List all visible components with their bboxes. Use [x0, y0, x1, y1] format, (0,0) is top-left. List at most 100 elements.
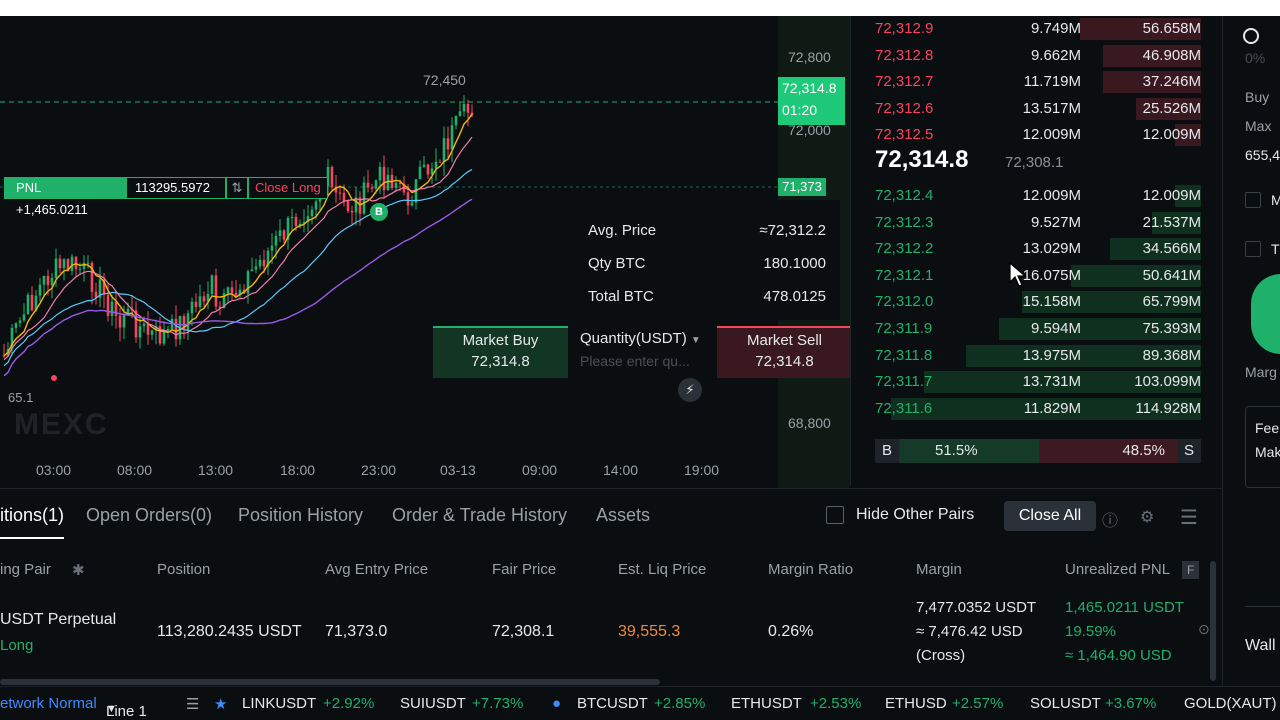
- ticker-symbol[interactable]: SUIUSDT: [400, 695, 466, 712]
- star-icon[interactable]: ★: [214, 696, 228, 713]
- horizontal-scrollbar[interactable]: [0, 679, 660, 685]
- trading-app: 72,800 72,000 68,800 03:00 08:00 13:00 1…: [0, 16, 1280, 720]
- candle-body: [10, 327, 14, 350]
- pnl-percent: 19.59%: [1065, 623, 1116, 640]
- bid-row[interactable]: 72,312.3 9.527M 21.537M: [851, 210, 1201, 236]
- reverse-icon[interactable]: ⇅: [226, 177, 248, 199]
- lightning-icon[interactable]: ⚡: [678, 378, 702, 402]
- option-checkbox[interactable]: [1245, 241, 1261, 257]
- ask-row[interactable]: 72,312.6 13.517M 25.526M: [851, 96, 1201, 122]
- ask-row[interactable]: 72,312.9 9.749M 56.658M: [851, 16, 1201, 42]
- order-total: 12.009M: [1142, 126, 1201, 144]
- close-long-button[interactable]: Close Long: [248, 177, 328, 199]
- hide-other-pairs-toggle[interactable]: Hide Other Pairs: [826, 506, 974, 524]
- position-pair[interactable]: USDT Perpetual: [0, 611, 117, 628]
- candle-body: [262, 259, 266, 267]
- tab-assets[interactable]: Assets: [596, 505, 651, 525]
- chevron-down-icon[interactable]: ▼: [690, 335, 701, 346]
- hide-other-pairs-checkbox[interactable]: [826, 506, 844, 524]
- leverage-slider-knob[interactable]: [1243, 28, 1259, 44]
- ticker-symbol[interactable]: LINKUSDT: [242, 695, 317, 712]
- candle-body: [346, 201, 350, 211]
- candle-body: [378, 166, 382, 181]
- pin-icon[interactable]: ✱: [72, 562, 85, 579]
- quantity-label[interactable]: Quantity(USDT) ▼: [580, 330, 701, 347]
- open-long-button[interactable]: [1251, 274, 1280, 354]
- mouse-cursor-icon: [1009, 262, 1027, 287]
- order-qty: 13.029M: [1022, 240, 1081, 258]
- position-line-bar[interactable]: PNL +1,465.0211 113295.5972 ⇅ Close Long: [4, 177, 328, 217]
- candle-body: [194, 301, 198, 307]
- depth-bar: [1175, 185, 1201, 207]
- quantity-input[interactable]: Please enter qu...: [580, 353, 690, 369]
- candle-body: [422, 164, 426, 167]
- candle-body: [298, 223, 302, 227]
- margin-mode[interactable]: (Cross): [916, 647, 966, 664]
- bid-row[interactable]: 72,312.0 15.158M 65.799M: [851, 289, 1201, 315]
- ticker-bar: etwork Normal Line 1 ▼ ☰ ★ LINKUSDT +2.9…: [0, 686, 1280, 720]
- tab-order-trade-history[interactable]: Order & Trade History: [392, 505, 568, 525]
- candle-body: [34, 295, 38, 311]
- ma-line: [3, 198, 473, 377]
- ticker-symbol[interactable]: BTCUSDT: [577, 695, 648, 712]
- candle-body: [278, 230, 282, 236]
- ask-row[interactable]: 72,312.8 9.662M 46.908M: [851, 43, 1201, 69]
- order-price: 72,312.0: [875, 293, 934, 311]
- quick-trade-info: Avg. Price ≈72,312.2 Qty BTC 180.1000 To…: [570, 200, 840, 320]
- market-sell-button[interactable]: Market Sell 72,314.8: [717, 326, 852, 378]
- candle-body: [90, 262, 94, 292]
- bid-row[interactable]: 72,311.8 13.975M 89.368M: [851, 343, 1201, 369]
- ticker-change: +2.92%: [323, 695, 375, 712]
- bid-row[interactable]: 72,312.1 16.075M 50.641M: [851, 263, 1201, 289]
- candle-body: [54, 258, 58, 278]
- order-total: 37.246M: [1142, 73, 1201, 91]
- x-axis-label: 13:00: [198, 462, 234, 478]
- order-form-panel: 0% Buy Max 655,4 M T Marg Fee Mak Wall: [1222, 16, 1280, 720]
- bid-row[interactable]: 72,311.9 9.594M 75.393M: [851, 316, 1201, 342]
- ticker-symbol[interactable]: GOLD(XAUT): [1184, 695, 1277, 712]
- ticker-symbol[interactable]: SOLUSDT: [1030, 695, 1101, 712]
- position-side: Long: [0, 637, 34, 654]
- pnl-label: PNL +1,465.0211: [4, 177, 126, 217]
- bid-row[interactable]: 72,311.7 13.731M 103.099M: [851, 369, 1201, 395]
- close-all-button[interactable]: Close All: [1004, 501, 1096, 531]
- ask-row[interactable]: 72,312.5 12.009M 12.009M: [851, 122, 1201, 148]
- info-icon[interactable]: ⓘ: [1102, 513, 1119, 530]
- candle-body: [162, 330, 166, 344]
- menu-icon[interactable]: ☰: [186, 696, 200, 713]
- ticker-symbol[interactable]: ETHUSD: [885, 695, 947, 712]
- candle-body: [386, 174, 390, 191]
- order-qty: 12.009M: [1022, 126, 1081, 144]
- order-qty: 9.749M: [1030, 20, 1081, 37]
- share-icon[interactable]: ⊙: [1198, 621, 1210, 637]
- candle-body: [66, 259, 70, 271]
- tab-open-orders[interactable]: Open Orders(0): [86, 505, 213, 525]
- hide-other-pairs-label: Hide Other Pairs: [856, 506, 975, 523]
- y-axis-label: 72,000: [788, 122, 831, 138]
- market-sell-price: 72,314.8: [755, 353, 814, 370]
- tab-positions[interactable]: itions(1): [0, 505, 65, 525]
- quantity-field[interactable]: Quantity(USDT) ▼ Please enter qu...: [568, 326, 717, 378]
- order-qty: 13.517M: [1022, 99, 1081, 117]
- order-total: 25.526M: [1142, 99, 1201, 117]
- bid-row[interactable]: 72,312.4 12.009M 12.009M: [851, 183, 1201, 209]
- depth-bar: [1071, 264, 1201, 287]
- tab-position-history[interactable]: Position History: [238, 505, 364, 525]
- ticker-symbol[interactable]: ETHUSDT: [731, 695, 802, 712]
- settings-icon[interactable]: ⚙: [1140, 509, 1155, 526]
- sell-ratio-value: 48.5%: [1039, 439, 1177, 463]
- option-checkbox[interactable]: [1245, 192, 1261, 208]
- candle-body: [286, 217, 290, 240]
- candle-body: [418, 166, 422, 180]
- menu-icon[interactable]: ☰: [1180, 507, 1198, 529]
- vertical-scrollbar[interactable]: [1210, 561, 1216, 681]
- bid-row[interactable]: 72,312.2 13.029M 34.566M: [851, 236, 1201, 262]
- market-buy-button[interactable]: Market Buy 72,314.8: [433, 326, 568, 378]
- ask-row[interactable]: 72,312.7 11.719M 37.246M: [851, 69, 1201, 95]
- wallet-label[interactable]: Wall: [1245, 637, 1276, 654]
- filter-badge[interactable]: F: [1182, 561, 1200, 579]
- last-price: 72,314.8: [875, 146, 969, 173]
- buy-marker[interactable]: B: [370, 203, 388, 221]
- candle-body: [294, 216, 298, 227]
- bid-row[interactable]: 72,311.6 11.829M 114.928M: [851, 396, 1201, 422]
